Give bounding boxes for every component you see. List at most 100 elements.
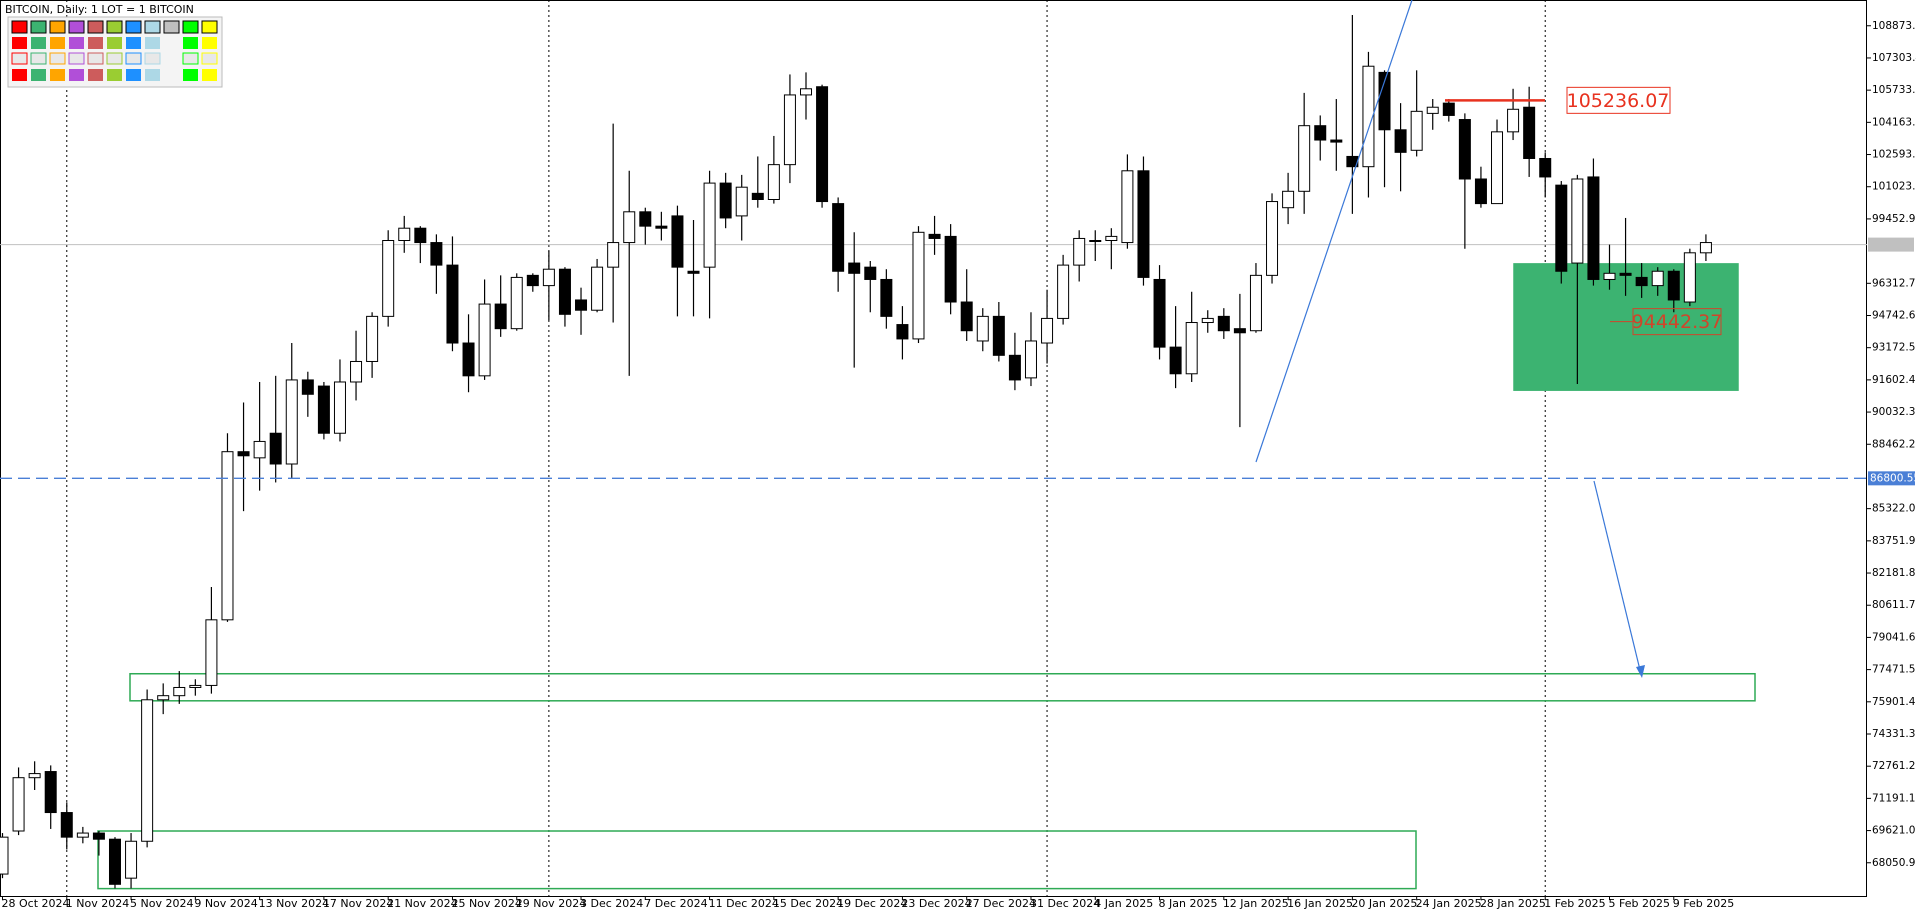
palette-swatch — [11, 20, 28, 34]
candle-body — [237, 451, 250, 457]
candle-body — [0, 836, 9, 875]
trend-line — [1255, 0, 1413, 463]
x-tick-label: 4 Jan 2025 — [1094, 897, 1153, 910]
candle-body — [1426, 106, 1439, 114]
palette-swatch — [88, 69, 103, 81]
candle-body — [1089, 240, 1102, 243]
candle-body — [719, 182, 732, 219]
candle-body — [108, 838, 121, 885]
candle-body — [1683, 252, 1696, 303]
candle-body — [1298, 125, 1311, 192]
candle-body — [44, 771, 57, 814]
y-tick-label: 108873.50 — [1872, 20, 1916, 32]
candle-body — [350, 360, 363, 383]
y-tick-label: 107303.40 — [1872, 52, 1916, 64]
x-tick-label: 5 Feb 2025 — [1609, 897, 1670, 910]
palette-swatch — [163, 20, 180, 34]
x-tick-label: 9 Nov 2024 — [194, 897, 257, 910]
last-price-box — [1868, 237, 1914, 252]
x-tick-label: 25 Nov 2024 — [451, 897, 521, 910]
palette-swatch — [107, 37, 122, 49]
candle-body — [1523, 106, 1536, 159]
y-tick-label: 79041.60 — [1872, 631, 1916, 643]
candle-body — [478, 303, 491, 377]
x-tick-label: 19 Dec 2024 — [837, 897, 907, 910]
chart-title: BITCOIN, Daily: 1 LOT = 1 BITCOIN — [5, 3, 194, 16]
candle-body — [1394, 129, 1407, 153]
palette-swatch — [31, 69, 46, 81]
candle-body — [639, 211, 652, 227]
x-tick-label: 28 Oct 2024 — [2, 897, 70, 910]
candles-layer — [0, 14, 1712, 889]
x-tick-label: 15 Dec 2024 — [773, 897, 843, 910]
candle-body — [205, 619, 218, 686]
candle-body — [28, 773, 41, 779]
y-tick-label: 68050.90 — [1872, 857, 1916, 869]
level-label-box — [1632, 308, 1722, 336]
candle-body — [60, 812, 73, 838]
palette-swatch — [87, 20, 104, 34]
candle-body — [1266, 201, 1279, 276]
palette-swatch — [30, 52, 47, 65]
zone-outline — [129, 672, 1756, 702]
zone-outline — [97, 830, 1417, 890]
plot-frame — [0, 0, 1867, 897]
palette-swatch — [125, 52, 142, 65]
x-tick-label: 13 Nov 2024 — [259, 897, 329, 910]
palette-swatch — [182, 20, 199, 34]
candle-body — [591, 266, 604, 311]
arrow-line — [1593, 480, 1641, 671]
palette-swatch — [49, 52, 66, 65]
candle-body — [317, 385, 330, 434]
candle-body — [221, 451, 234, 621]
candle-body — [960, 301, 973, 332]
palette-swatch — [68, 52, 85, 65]
y-tick-label: 77471.50 — [1872, 664, 1916, 676]
candle-body — [1667, 270, 1680, 301]
candle-body — [189, 684, 202, 688]
x-tick-label: 9 Feb 2025 — [1673, 897, 1734, 910]
candle-body — [703, 182, 716, 268]
x-tick-label: 11 Dec 2024 — [709, 897, 779, 910]
candle-body — [1491, 131, 1504, 205]
palette-swatch — [182, 52, 199, 65]
arrow-head — [1636, 665, 1645, 678]
y-tick-label: 90032.30 — [1872, 406, 1916, 418]
y-tick-label: 83751.90 — [1872, 535, 1916, 547]
candle-body — [1105, 235, 1118, 242]
palette-swatch — [145, 37, 160, 49]
candle-body — [655, 225, 668, 229]
x-tick-label: 1 Nov 2024 — [66, 897, 129, 910]
candle-body — [1571, 178, 1584, 264]
candle-body — [1137, 170, 1150, 278]
y-tick-label: 72761.20 — [1872, 760, 1916, 772]
candle-body — [912, 231, 925, 340]
x-tick-label: 24 Jan 2025 — [1416, 897, 1482, 910]
palette-swatch — [145, 69, 160, 81]
candle-body — [767, 164, 780, 200]
candle-body — [783, 94, 796, 166]
candle-body — [816, 86, 829, 203]
candle-body — [1249, 274, 1262, 332]
candle-body — [751, 192, 764, 200]
candle-body — [1539, 157, 1552, 178]
y-tick-label: 69621.00 — [1872, 825, 1916, 837]
x-tick-label: 23 Dec 2024 — [901, 897, 971, 910]
palette-swatch — [68, 20, 85, 34]
candle-body — [687, 270, 700, 274]
candle-body — [1024, 340, 1037, 379]
candle-body — [1442, 102, 1455, 116]
candle-body — [1587, 176, 1600, 280]
palette-swatch — [202, 37, 217, 49]
palette-swatch — [201, 20, 218, 34]
candle-body — [575, 299, 588, 311]
x-tick-label: 31 Dec 2024 — [1030, 897, 1100, 910]
candle-body — [1201, 317, 1214, 324]
palette-swatch — [30, 20, 47, 34]
candle-body — [1378, 71, 1391, 131]
candle-body — [446, 264, 459, 344]
palette-swatch — [126, 69, 141, 81]
candle-body — [12, 777, 25, 832]
candle-body — [1410, 110, 1423, 151]
